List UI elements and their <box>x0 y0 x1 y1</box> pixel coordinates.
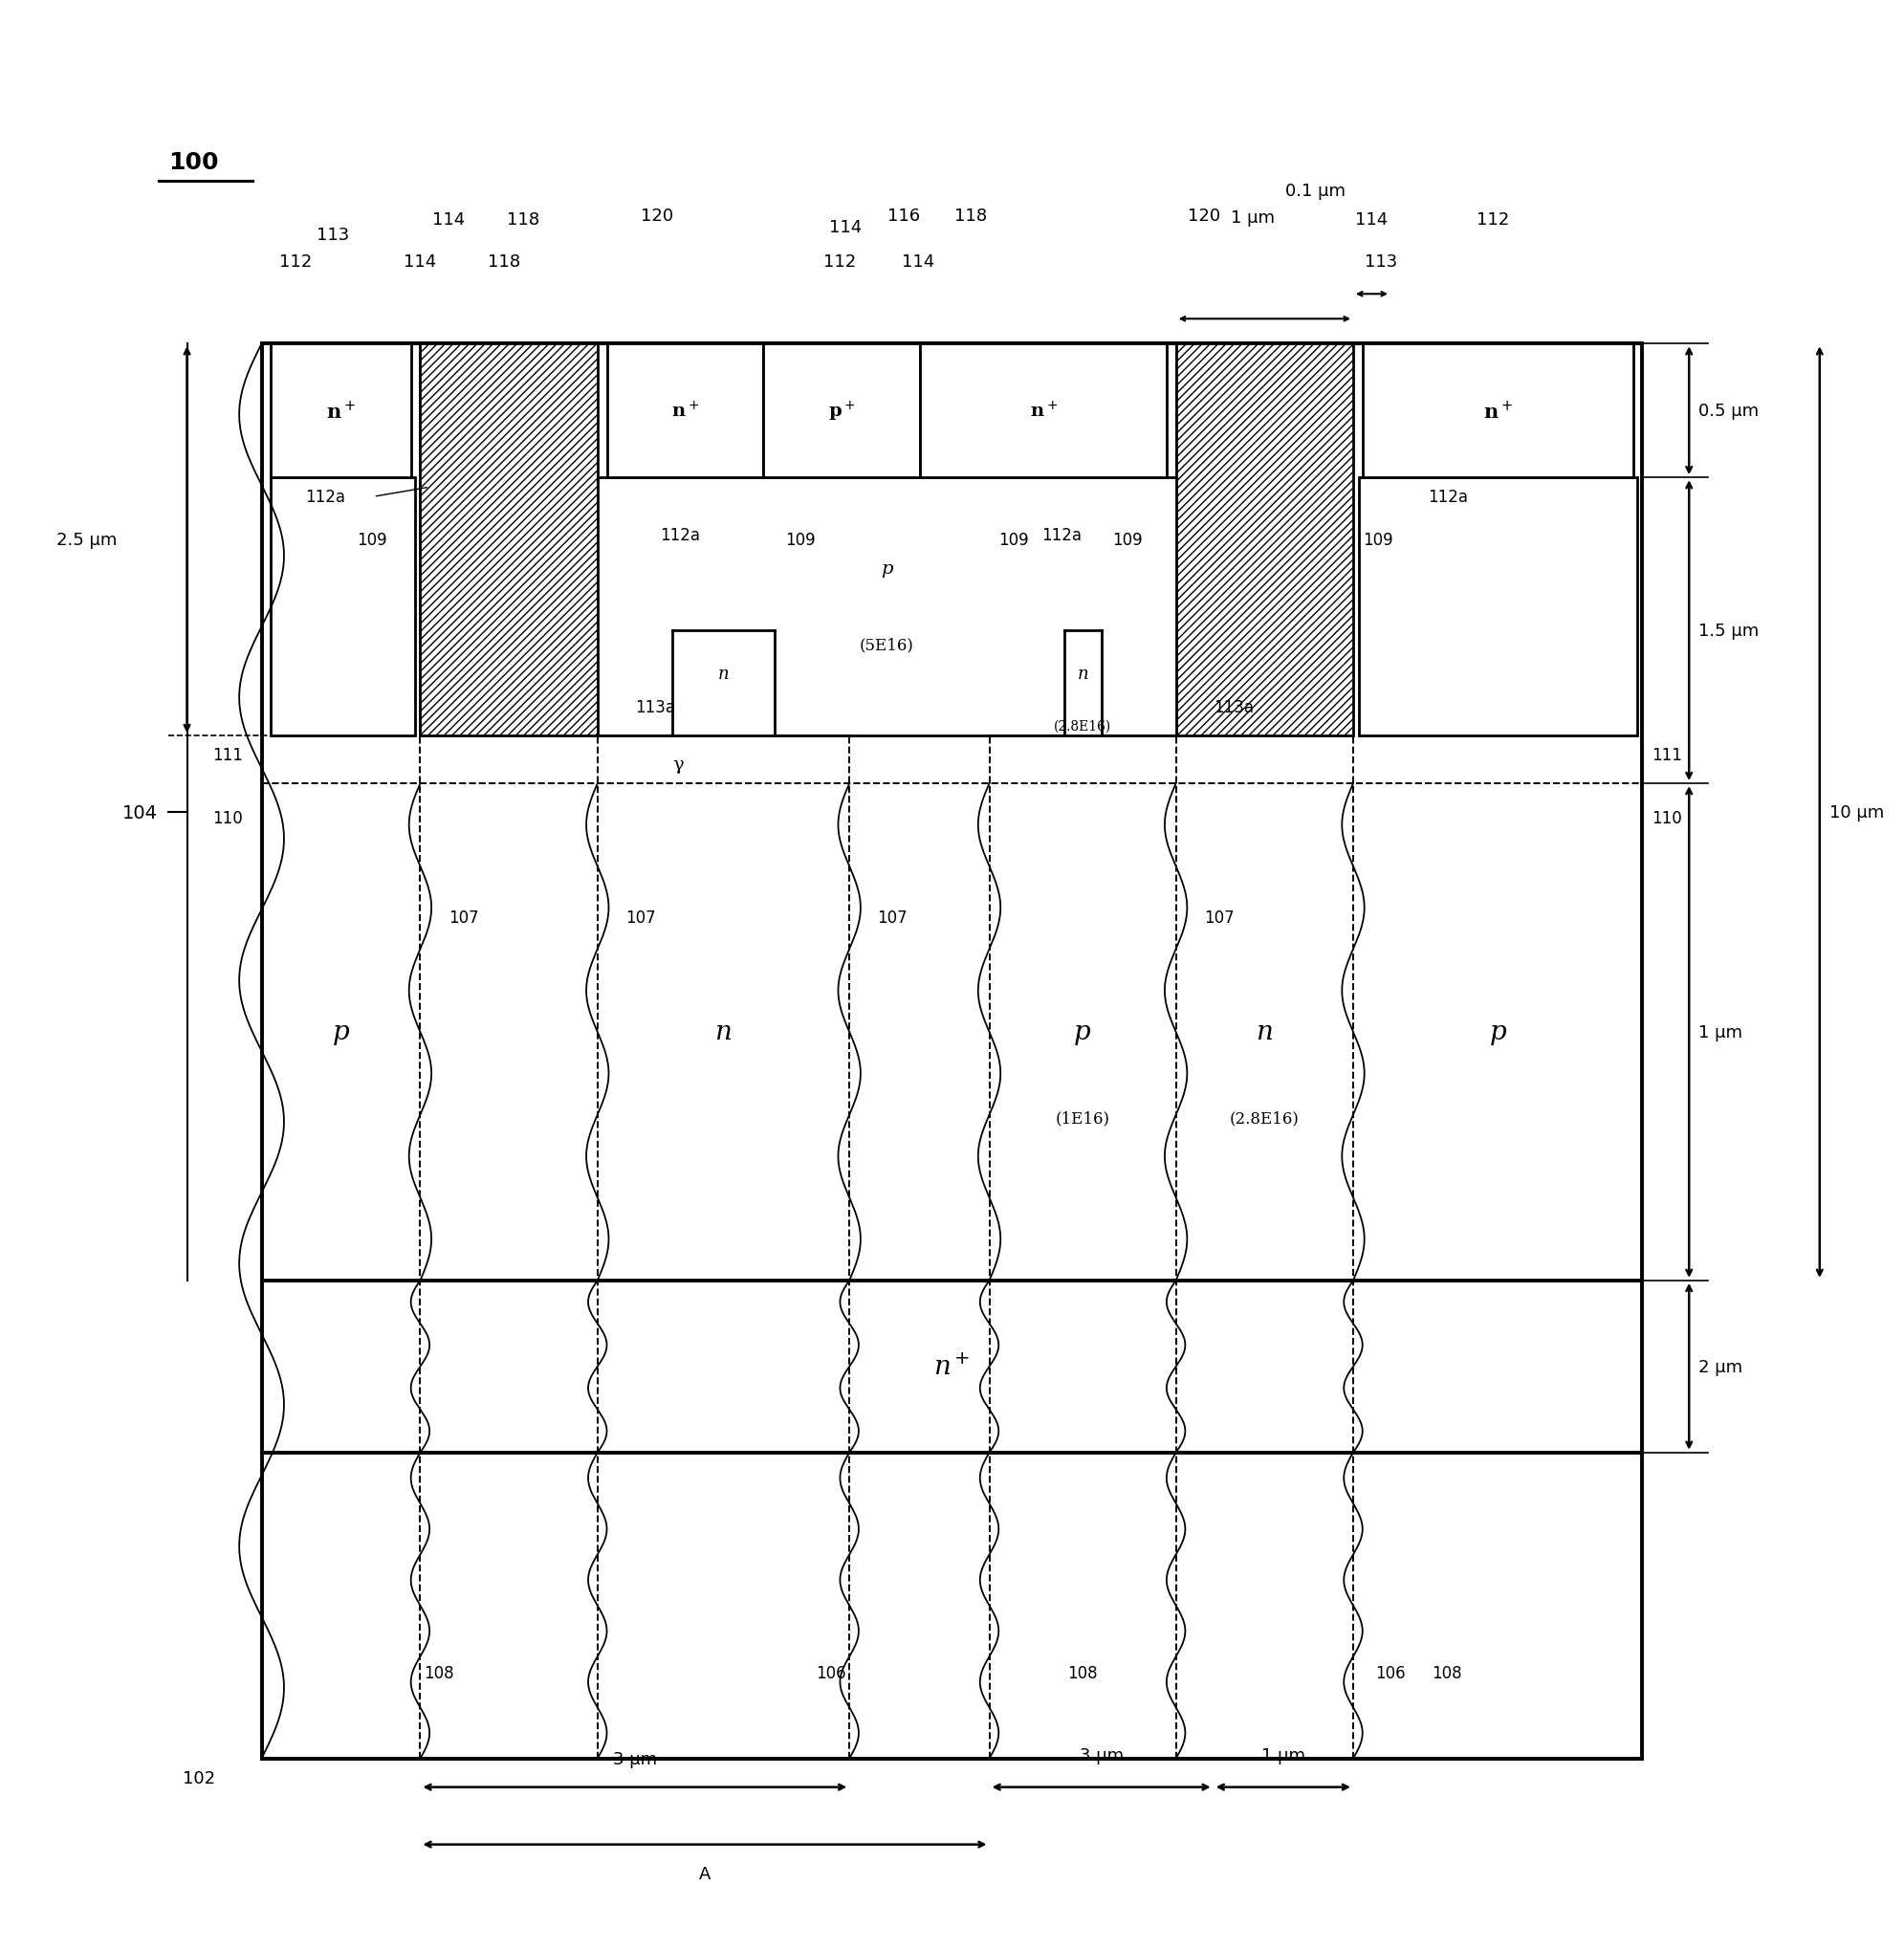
Text: (1E16): (1E16) <box>1055 1110 1110 1127</box>
Text: 2 μm: 2 μm <box>1698 1357 1742 1375</box>
Text: n$^+$: n$^+$ <box>326 400 356 423</box>
Text: 113a: 113a <box>1213 698 1253 716</box>
Text: 2.5 μm: 2.5 μm <box>57 532 116 548</box>
Text: n: n <box>1257 1020 1274 1045</box>
Text: γ: γ <box>672 757 684 774</box>
Text: 10 μm: 10 μm <box>1830 803 1883 821</box>
Text: 112: 112 <box>278 253 312 271</box>
Text: (2.8E16): (2.8E16) <box>1230 1110 1299 1127</box>
Bar <box>920 345 1167 478</box>
Text: p$^+$: p$^+$ <box>828 400 855 423</box>
Text: 1 μm: 1 μm <box>1698 1024 1742 1041</box>
Text: 1.5 μm: 1.5 μm <box>1698 622 1759 640</box>
Bar <box>270 345 411 478</box>
Text: 0.5 μm: 0.5 μm <box>1698 402 1759 419</box>
Bar <box>1177 345 1354 735</box>
Text: 118: 118 <box>954 209 986 224</box>
Text: 111: 111 <box>213 747 244 764</box>
Text: 112a: 112a <box>661 527 701 544</box>
Text: 109: 109 <box>1363 532 1392 548</box>
Text: 118: 118 <box>487 253 520 271</box>
Text: 108: 108 <box>1068 1663 1099 1681</box>
Text: 114: 114 <box>432 211 465 228</box>
Text: n: n <box>718 665 729 682</box>
Text: 3 μm: 3 μm <box>613 1749 657 1767</box>
Bar <box>1359 478 1637 735</box>
Text: 104: 104 <box>122 803 158 821</box>
Text: 111: 111 <box>1653 747 1683 764</box>
Text: 1 μm: 1 μm <box>1062 681 1102 696</box>
Bar <box>261 345 1643 1759</box>
Text: p: p <box>882 560 893 577</box>
Text: p: p <box>1074 1020 1091 1045</box>
Text: n$^+$: n$^+$ <box>933 1353 971 1381</box>
Text: 112a: 112a <box>1428 489 1468 505</box>
Text: 106: 106 <box>1375 1663 1405 1681</box>
Bar <box>849 345 990 735</box>
Text: A: A <box>699 1864 710 1882</box>
Text: n: n <box>1078 665 1089 682</box>
Bar <box>764 345 920 478</box>
Text: 120: 120 <box>1188 209 1220 224</box>
Text: p: p <box>1489 1020 1506 1045</box>
Text: 110: 110 <box>1653 809 1681 827</box>
Text: 100: 100 <box>168 152 219 174</box>
Text: 1 μm: 1 μm <box>1230 211 1274 226</box>
Text: 107: 107 <box>625 909 655 926</box>
Text: 118: 118 <box>506 211 539 228</box>
Text: n: n <box>714 1020 731 1045</box>
Bar <box>421 345 598 735</box>
Text: 1 μm: 1 μm <box>1260 1745 1306 1763</box>
Text: 113: 113 <box>1365 253 1398 271</box>
Text: p: p <box>333 1020 350 1045</box>
Text: 120: 120 <box>642 209 674 224</box>
Text: 112a: 112a <box>305 489 347 505</box>
Text: (2.8E16): (2.8E16) <box>1053 720 1112 733</box>
Text: (5E16): (5E16) <box>859 638 914 653</box>
Text: 107: 107 <box>1203 909 1234 926</box>
Bar <box>270 478 415 735</box>
Text: 114: 114 <box>1356 211 1388 228</box>
Bar <box>607 345 764 478</box>
Text: 106: 106 <box>815 1663 845 1681</box>
Text: 107: 107 <box>878 909 908 926</box>
Text: 109: 109 <box>1112 532 1142 548</box>
Text: 0.1 μm: 0.1 μm <box>1285 183 1346 201</box>
Text: 109: 109 <box>786 532 815 548</box>
Text: 114: 114 <box>830 218 863 236</box>
Text: n$^+$: n$^+$ <box>1030 402 1057 421</box>
Bar <box>1363 345 1634 478</box>
Text: n$^+$: n$^+$ <box>672 402 699 421</box>
Text: 112a: 112a <box>1041 527 1081 544</box>
Text: 109: 109 <box>1000 532 1028 548</box>
Text: 108: 108 <box>425 1663 453 1681</box>
Text: 107: 107 <box>447 909 478 926</box>
Bar <box>598 478 1177 735</box>
Text: 3 μm: 3 μm <box>1080 1745 1123 1763</box>
Text: 112: 112 <box>824 253 857 271</box>
Text: 109: 109 <box>356 532 387 548</box>
Text: 113a: 113a <box>634 698 674 716</box>
Text: 110: 110 <box>213 809 244 827</box>
Text: 108: 108 <box>1432 1663 1462 1681</box>
Text: 102: 102 <box>183 1769 215 1786</box>
Text: 113: 113 <box>316 226 348 244</box>
Text: n$^+$: n$^+$ <box>1483 400 1512 423</box>
Text: 114: 114 <box>404 253 436 271</box>
Text: 114: 114 <box>902 253 935 271</box>
Text: 116: 116 <box>887 209 920 224</box>
Text: 112: 112 <box>1478 211 1510 228</box>
